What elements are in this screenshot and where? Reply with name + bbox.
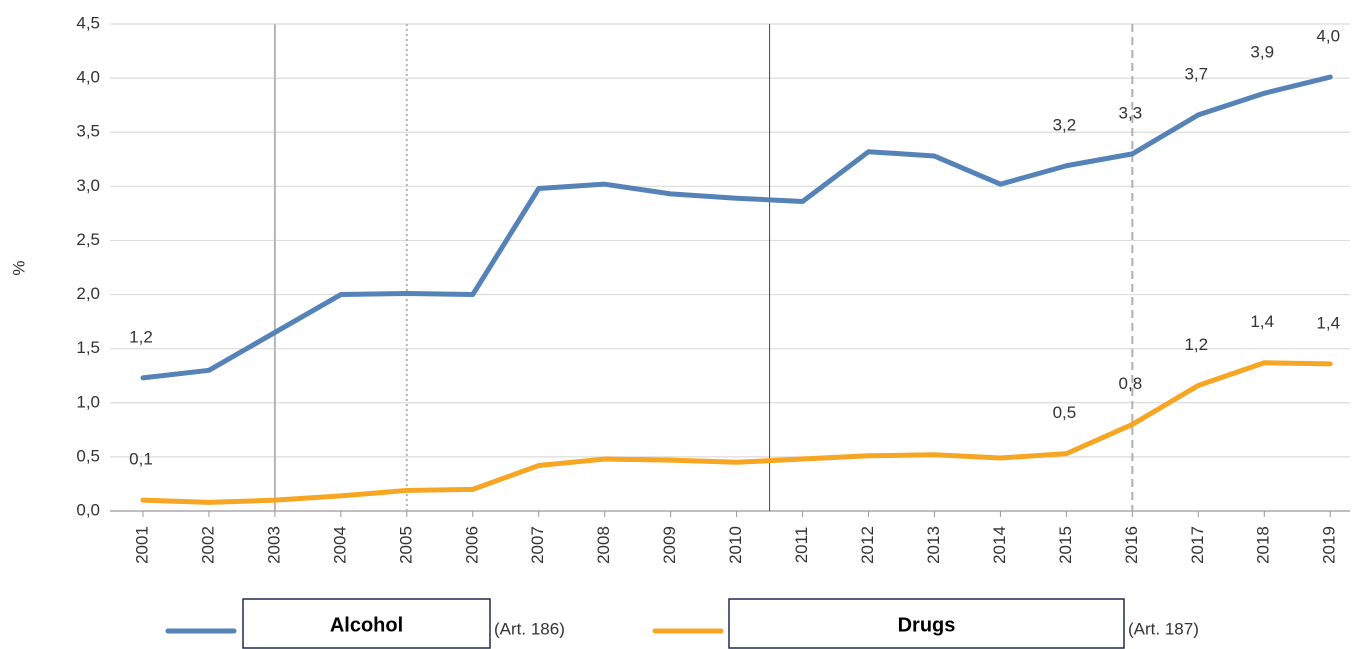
data-label: 1,2 (1184, 335, 1208, 354)
data-label: 0,8 (1119, 374, 1143, 393)
x-tick-label: 2016 (1122, 526, 1141, 564)
data-label: 3,3 (1119, 103, 1143, 122)
x-tick-label: 2001 (132, 526, 151, 564)
y-tick-label: 1,5 (76, 338, 100, 357)
legend-box (242, 598, 491, 649)
data-label: 1,4 (1316, 313, 1340, 332)
x-tick-label: 2015 (1056, 526, 1075, 564)
x-tick-label: 2011 (792, 527, 811, 564)
data-label: 3,2 (1053, 115, 1077, 134)
x-tick-label: 2010 (726, 526, 745, 564)
y-axis-label: % (9, 260, 28, 275)
y-tick-label: 0,0 (76, 500, 100, 519)
y-tick-label: 4,0 (76, 68, 100, 87)
x-tick-label: 2019 (1320, 526, 1339, 564)
y-tick-label: 3,0 (76, 176, 100, 195)
series-line (140, 74, 1333, 381)
x-tick-label: 2017 (1188, 526, 1207, 564)
legend-box (728, 598, 1125, 649)
x-tick-label: 2007 (528, 526, 547, 564)
x-tick-label: 2009 (660, 526, 679, 564)
data-label: 3,7 (1184, 64, 1208, 83)
x-tick-label: 2003 (264, 526, 283, 564)
y-tick-label: 0,5 (76, 446, 100, 465)
x-tick-label: 2005 (396, 526, 415, 564)
series-line (140, 360, 1333, 505)
y-tick-label: 3,5 (76, 122, 100, 141)
y-tick-label: 1,0 (76, 392, 100, 411)
y-tick-label: 4,5 (76, 13, 100, 32)
x-tick-label: 2002 (198, 526, 217, 564)
legend-name: Alcohol (330, 614, 403, 636)
y-tick-label: 2,5 (76, 230, 100, 249)
x-tick-label: 2013 (924, 526, 943, 564)
legend-name: Drugs (898, 614, 956, 636)
x-tick-label: 2004 (330, 526, 349, 564)
x-tick-label: 2012 (858, 526, 877, 564)
x-tick-label: 2014 (990, 526, 1009, 564)
y-tick-label: 2,0 (76, 284, 100, 303)
legend-note: (Art. 186) (494, 619, 565, 638)
data-label: 4,0 (1316, 27, 1340, 46)
x-tick-label: 2006 (462, 526, 481, 564)
data-label: 3,9 (1250, 43, 1274, 62)
data-label: 1,4 (1250, 312, 1274, 331)
data-label: 0,5 (1053, 403, 1077, 422)
x-tick-label: 2008 (594, 526, 613, 564)
data-label: 1,2 (129, 327, 153, 346)
data-label: 0,1 (129, 450, 153, 469)
legend-note: (Art. 187) (1128, 619, 1199, 638)
x-tick-label: 2018 (1254, 526, 1273, 564)
